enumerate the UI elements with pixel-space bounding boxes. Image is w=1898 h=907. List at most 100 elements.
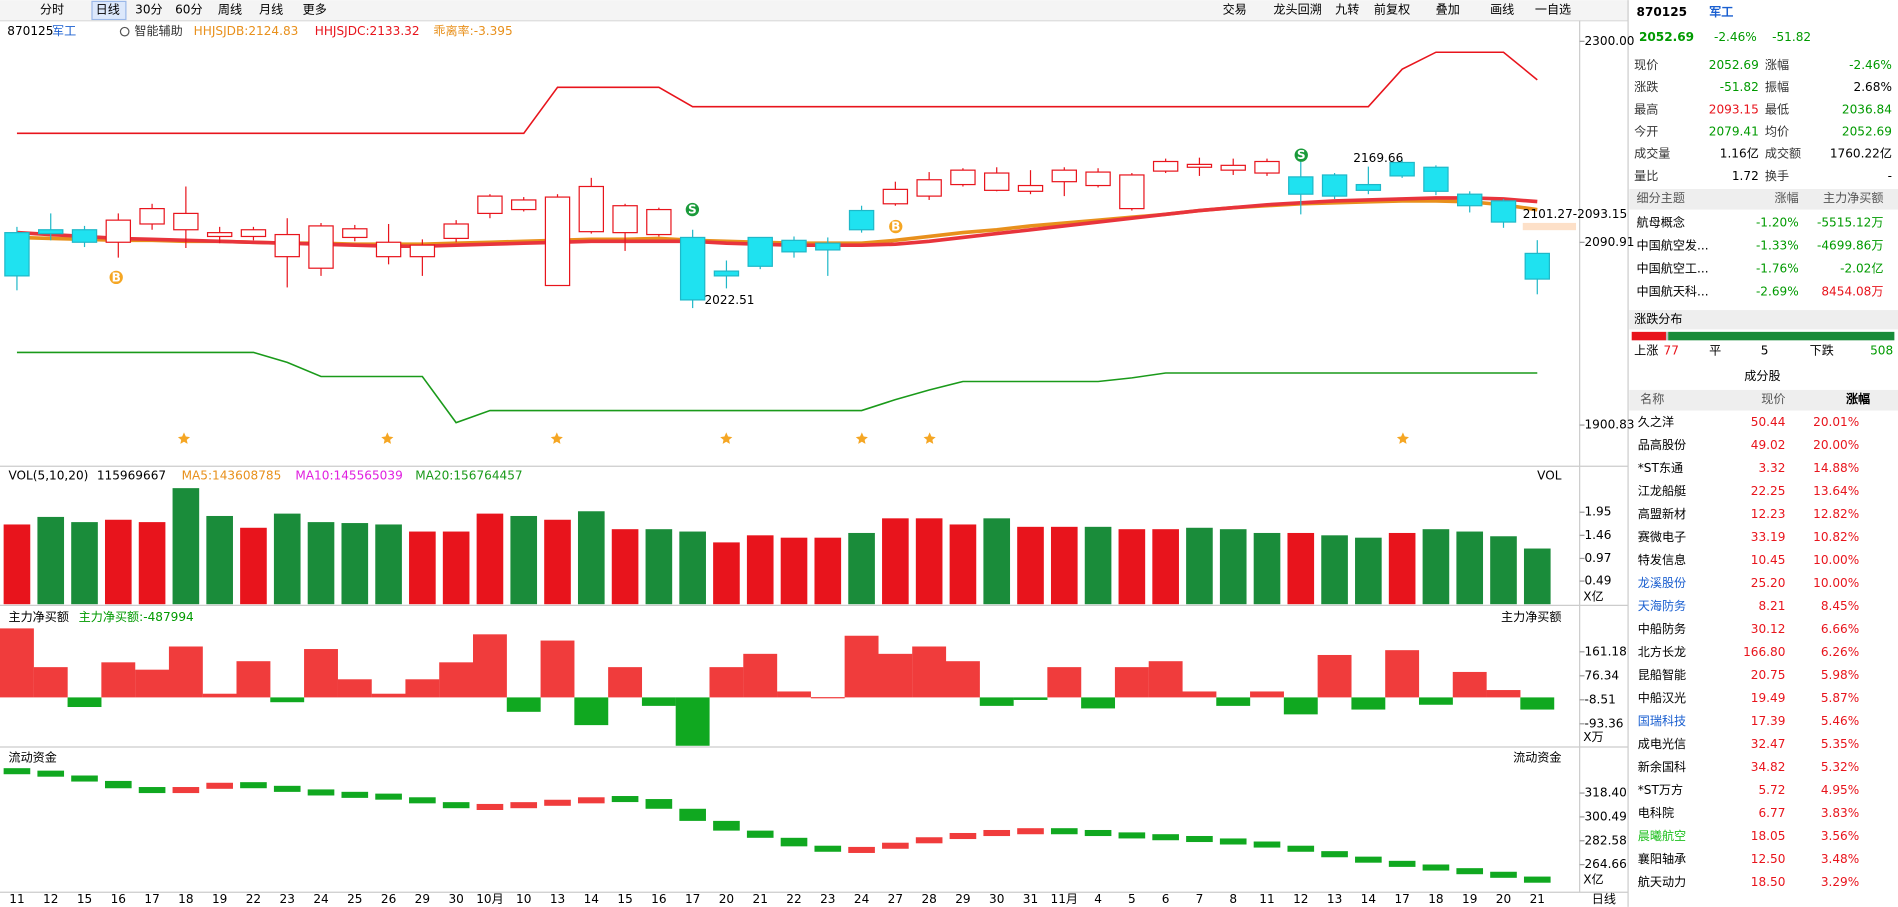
assist-label[interactable]: 智能辅助 (134, 23, 182, 38)
x-tick-label: 22 (246, 892, 261, 906)
flow-bar (439, 662, 474, 698)
toolbar-button[interactable]: 一自选 (1535, 2, 1571, 16)
stock-name[interactable]: 天海防务 (1638, 598, 1686, 613)
quote-value: 2093.15 (1709, 102, 1759, 116)
stock-price: 10.45 (1751, 553, 1786, 567)
chart-code: 870125 (7, 24, 53, 38)
candle-body (409, 244, 436, 258)
volume-bar (611, 529, 639, 605)
stock-name[interactable]: 晨曦航空 (1638, 828, 1686, 843)
toolbar-tab[interactable]: 周线 (218, 2, 242, 16)
x-tick-label: 13 (1327, 892, 1342, 906)
price: 2052.69 (1639, 30, 1694, 44)
stock-price: 32.47 (1751, 737, 1786, 751)
volume-bar (713, 542, 740, 605)
liquidity-bar (1084, 829, 1112, 837)
stock-name[interactable]: *ST东通 (1638, 461, 1683, 475)
candle-body (544, 196, 571, 287)
stock-name[interactable]: 特发信息 (1638, 552, 1686, 567)
volume-bar (1186, 527, 1213, 605)
volume-bar (172, 488, 200, 605)
x-tick-label: 16 (111, 892, 126, 906)
legend-item: 乖离率:-3.395 (433, 23, 512, 38)
toolbar-bg (0, 0, 1629, 21)
panel-title: VOL(5,10,20) (8, 468, 88, 482)
stock-name[interactable]: 电科院 (1638, 806, 1674, 820)
section-bg (1629, 189, 1898, 210)
sector-name[interactable]: 中国航空发... (1637, 237, 1709, 252)
sector-name[interactable]: 航母概念 (1637, 214, 1685, 229)
y-tick-label: 161.18 (1584, 644, 1626, 658)
stock-name[interactable]: 龙溪股份 (1638, 576, 1686, 590)
flow-bar (1216, 697, 1251, 706)
stock-name[interactable]: 襄阳轴承 (1638, 851, 1686, 866)
stock-name[interactable]: *ST万方 (1638, 782, 1683, 797)
sector-change: -2.69% (1756, 284, 1799, 298)
stock-name[interactable]: 赛微电子 (1638, 529, 1686, 544)
quote-label: 最低 (1765, 102, 1789, 116)
toolbar-button[interactable]: 龙头回溯 (1273, 1, 1321, 16)
assist-icon (119, 26, 130, 37)
toolbar-tab[interactable]: 月线 (259, 2, 283, 16)
sector-change: -1.76% (1756, 261, 1799, 275)
flow-bar (912, 646, 947, 698)
stock-change: 10.82% (1813, 530, 1859, 544)
liquidity-bar (1186, 835, 1213, 843)
liquidity-bar (1253, 841, 1281, 848)
stock-name[interactable]: 品高股份 (1638, 437, 1686, 452)
stock-name[interactable]: 高盟新材 (1638, 506, 1686, 521)
toolbar-tab[interactable]: 60分 (175, 2, 202, 16)
dist-label: 上涨 (1634, 343, 1658, 358)
table-header[interactable]: 涨幅 (1846, 391, 1870, 406)
x-tick-label: 19 (1462, 892, 1477, 906)
candle-body (105, 219, 132, 243)
toolbar-button[interactable]: 九转 (1335, 1, 1359, 16)
stock-name[interactable]: 航天动力 (1638, 874, 1686, 889)
toolbar-button[interactable]: 叠加 (1436, 2, 1460, 16)
signal-icon (889, 219, 903, 234)
flow-bar (1520, 697, 1555, 710)
quote-value: 1.72 (1732, 169, 1759, 183)
stock-name[interactable]: 新余国科 (1638, 759, 1686, 774)
stock-name[interactable]: 昆船智能 (1638, 667, 1686, 682)
name: 军工 (1709, 4, 1733, 19)
stock-name[interactable]: 中船汉光 (1638, 690, 1686, 705)
x-tick-label: 28 (921, 892, 936, 906)
liquidity-bar (1422, 864, 1450, 871)
stock-change: 3.56% (1821, 829, 1859, 843)
toolbar-button[interactable]: 画线 (1490, 2, 1514, 16)
quote-value: 2052.69 (1709, 58, 1759, 72)
candle-body (984, 172, 1010, 191)
sector-flow: -2.02亿 (1840, 260, 1883, 275)
quote-value: 2036.84 (1842, 102, 1892, 116)
candle-body (274, 233, 300, 258)
toolbar-tab[interactable]: 分时 (40, 2, 64, 16)
liquidity-bar (1219, 838, 1247, 845)
sector-name[interactable]: 中国航空工... (1637, 260, 1709, 275)
liquidity-bar (273, 785, 301, 792)
stock-name[interactable]: 江龙船艇 (1638, 484, 1686, 498)
toolbar-button[interactable]: 前复权 (1374, 1, 1410, 16)
liquidity-bar (341, 791, 369, 798)
stock-name[interactable]: 久之洋 (1638, 414, 1674, 429)
stock-change: 4.95% (1821, 783, 1859, 797)
stock-name[interactable]: 成电光信 (1638, 737, 1686, 751)
toolbar-tab[interactable]: 日线 (96, 2, 120, 16)
stock-price: 6.77 (1758, 806, 1785, 820)
flow-bar (945, 661, 980, 698)
stock-name[interactable]: 北方长龙 (1638, 644, 1686, 659)
stock-name[interactable]: 中船防务 (1638, 621, 1686, 636)
volume-bar (1287, 532, 1315, 605)
volume-bar (1219, 529, 1247, 605)
stock-price: 20.75 (1751, 668, 1786, 682)
toolbar-button[interactable]: 交易 (1223, 1, 1247, 16)
liquidity-bar (848, 846, 875, 853)
toolbar-tab[interactable]: 更多 (303, 2, 327, 16)
toolbar-tab[interactable]: 30分 (135, 2, 162, 16)
flow-bar (405, 679, 440, 698)
x-tick-label: 29 (415, 892, 430, 906)
stock-change: 5.46% (1821, 714, 1859, 728)
stock-name[interactable]: 国瑞科技 (1638, 714, 1686, 728)
sector-name[interactable]: 中国航天科... (1637, 283, 1709, 298)
